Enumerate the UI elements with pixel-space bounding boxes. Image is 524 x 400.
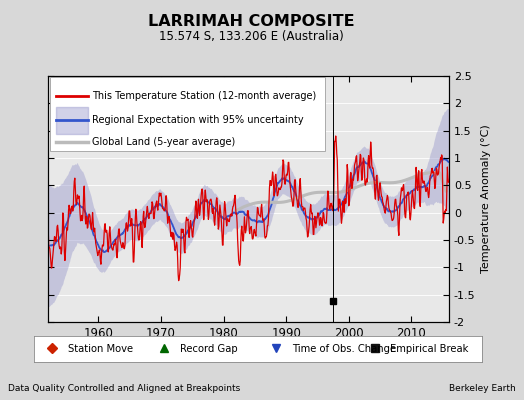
Text: Station Move: Station Move <box>68 344 133 354</box>
FancyBboxPatch shape <box>50 77 325 151</box>
Text: Regional Expectation with 95% uncertainty: Regional Expectation with 95% uncertaint… <box>92 115 304 125</box>
Text: Record Gap: Record Gap <box>180 344 237 354</box>
Y-axis label: Temperature Anomaly (°C): Temperature Anomaly (°C) <box>481 125 491 273</box>
Text: 15.574 S, 133.206 E (Australia): 15.574 S, 133.206 E (Australia) <box>159 30 344 43</box>
Text: Berkeley Earth: Berkeley Earth <box>450 384 516 393</box>
Text: Data Quality Controlled and Aligned at Breakpoints: Data Quality Controlled and Aligned at B… <box>8 384 240 393</box>
Text: LARRIMAH COMPOSITE: LARRIMAH COMPOSITE <box>148 14 355 29</box>
Text: Time of Obs. Change: Time of Obs. Change <box>292 344 396 354</box>
Text: This Temperature Station (12-month average): This Temperature Station (12-month avera… <box>92 91 316 101</box>
Text: Global Land (5-year average): Global Land (5-year average) <box>92 138 236 148</box>
Text: Empirical Break: Empirical Break <box>390 344 468 354</box>
